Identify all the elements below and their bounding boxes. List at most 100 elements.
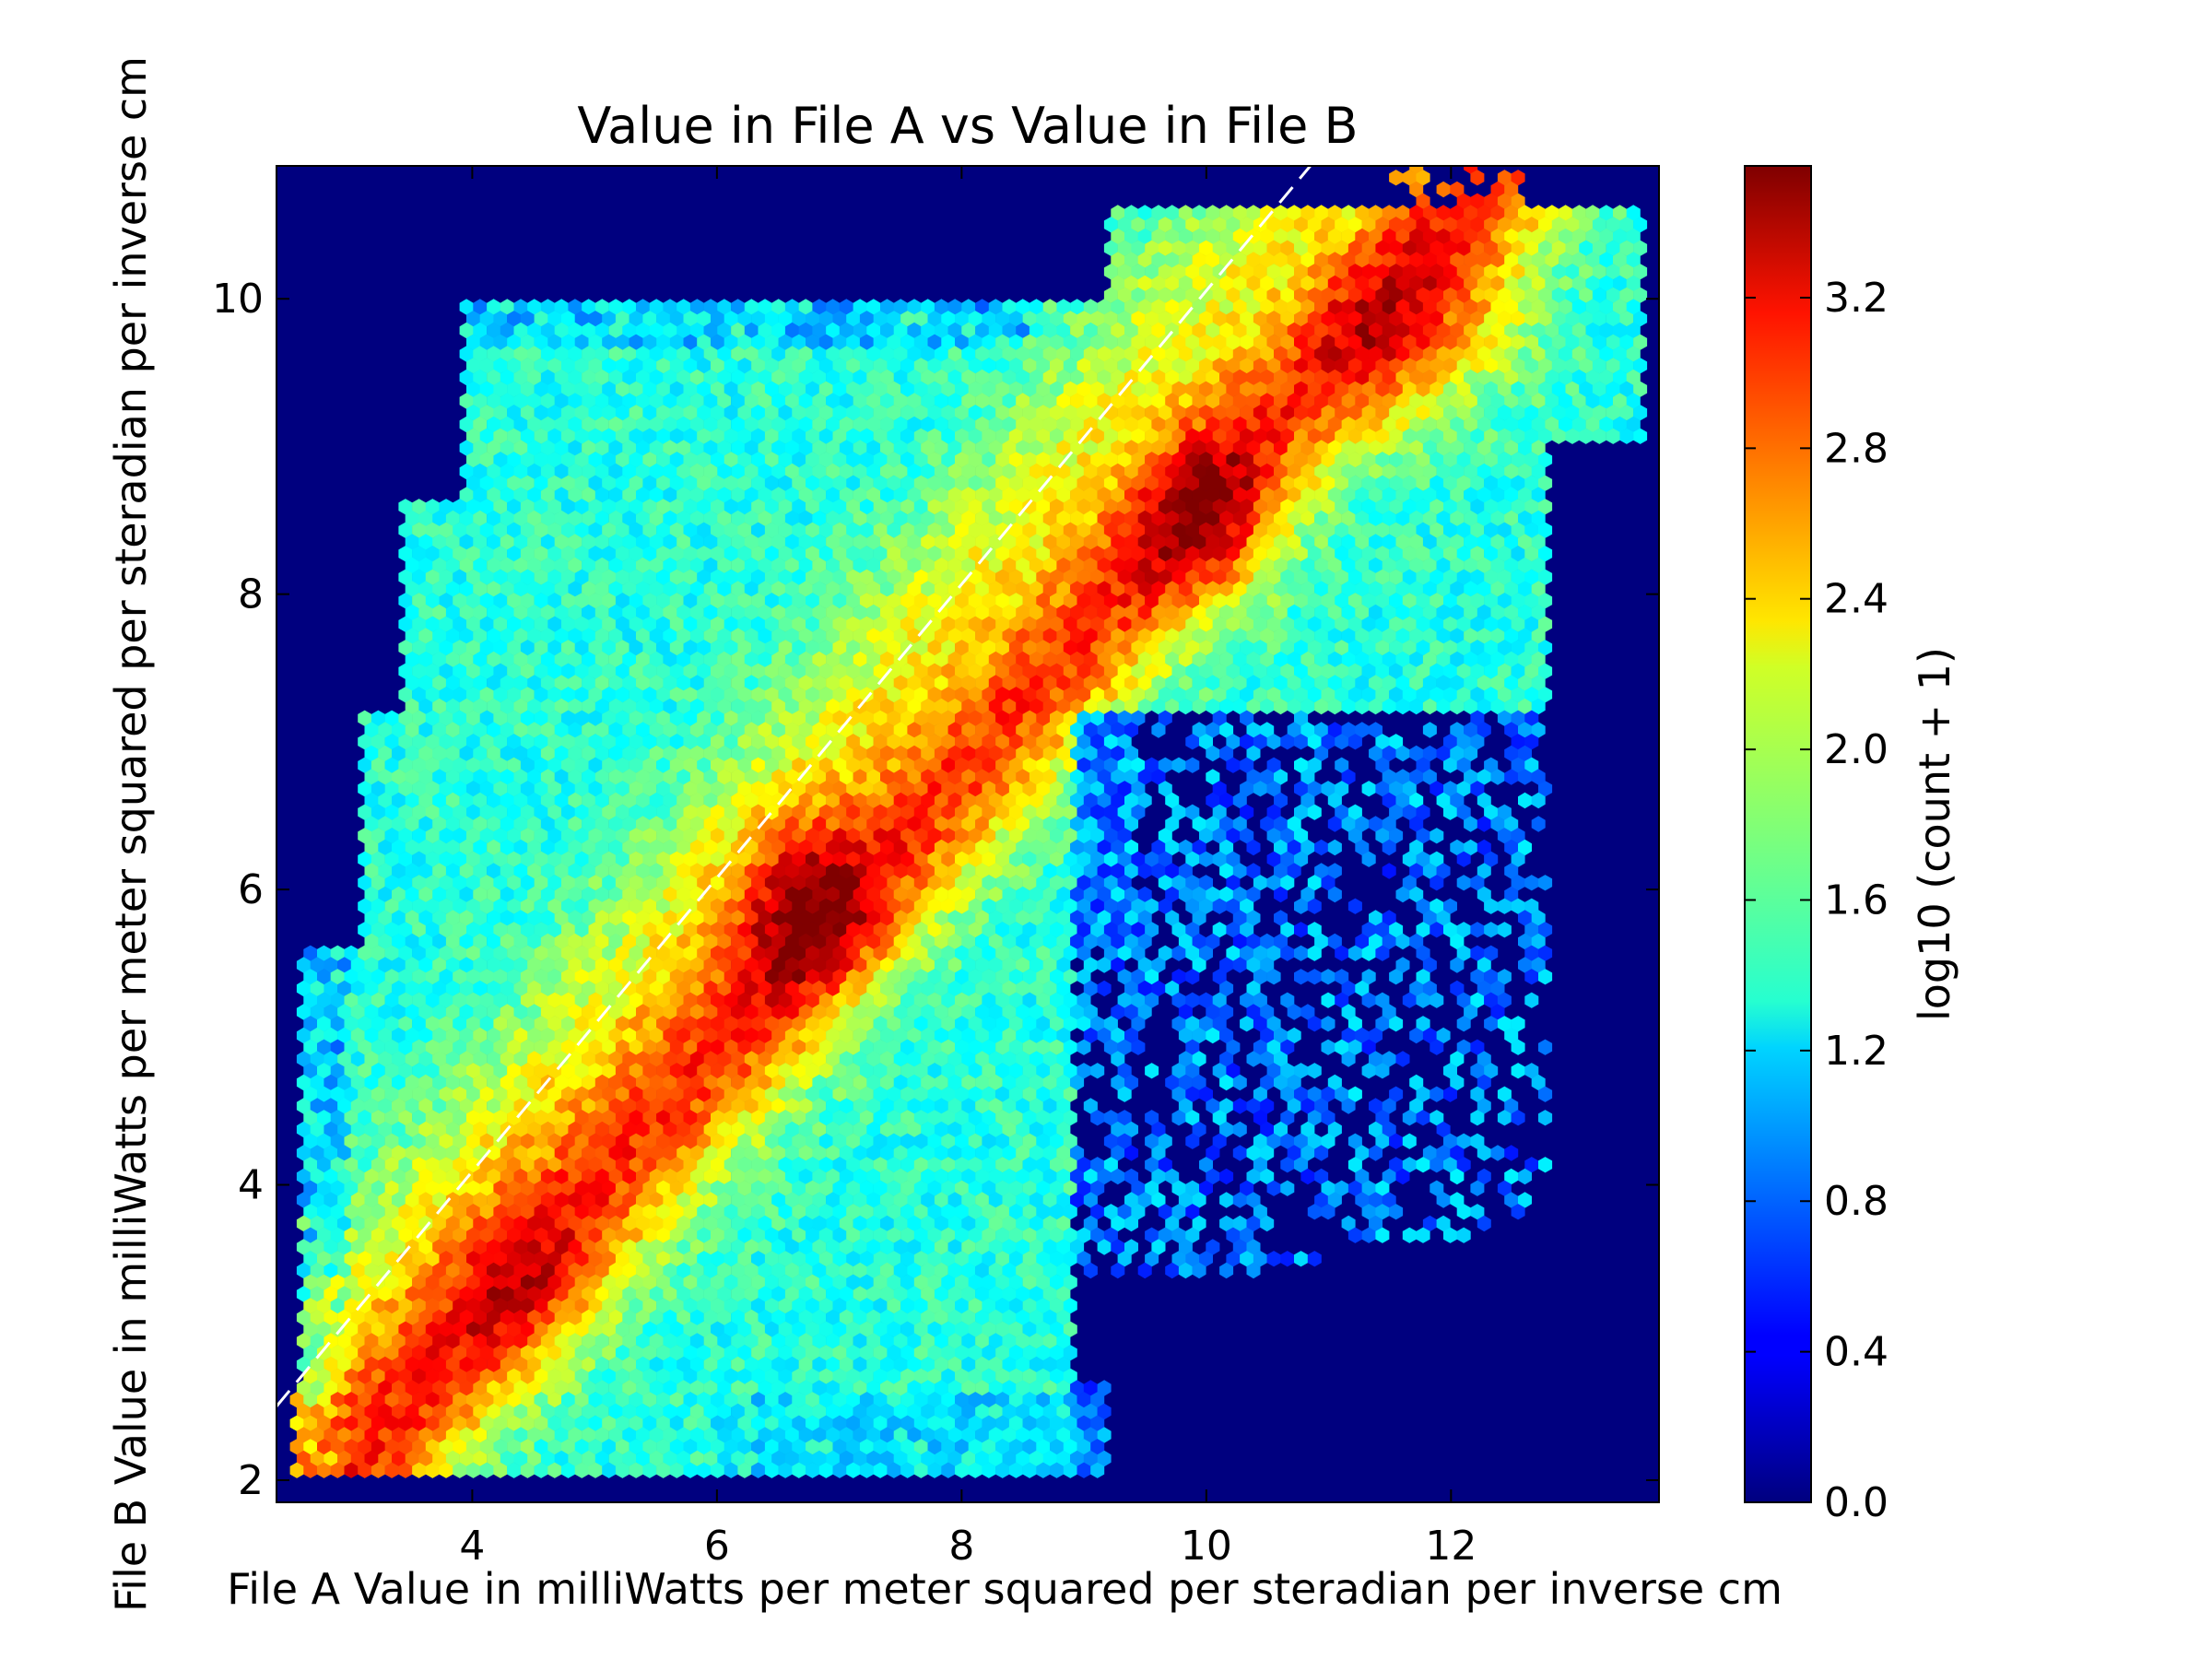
hexbin-cell [466, 334, 480, 350]
hexbin-cell [1335, 217, 1349, 233]
hexbin-cell [1579, 264, 1594, 280]
hexbin-cell [1178, 346, 1193, 362]
hexbin-cell [1137, 299, 1152, 315]
hexbin-cell [771, 369, 786, 386]
hexbin-cell [731, 299, 746, 315]
hexbin-cell [859, 358, 874, 374]
hexbin-cell [1171, 334, 1186, 350]
hexbin-cell [859, 311, 874, 327]
hexbin-cell [1430, 217, 1444, 233]
hexbin-cell [1511, 170, 1525, 186]
hexbin-cell [1571, 322, 1586, 339]
hexbin-cell [1464, 166, 1478, 174]
hexbin-cell [1592, 240, 1606, 256]
hexbin-cell [853, 369, 867, 386]
hexbin-cell [1389, 287, 1404, 303]
hexbin-cell [758, 299, 772, 315]
hexbin-cell [500, 322, 514, 339]
hexbin-cell [1124, 369, 1138, 386]
hexbin-cell [1008, 311, 1023, 327]
hexbin-cell [1497, 334, 1512, 350]
hexbin-cell [1111, 299, 1125, 315]
hexbin-cell [636, 322, 650, 339]
hexbin-cell [1565, 287, 1580, 303]
hexbin-cell [1341, 299, 1356, 315]
hexbin-cell [1497, 217, 1512, 233]
hexbin-cell [1008, 334, 1023, 350]
hexbin-cell [1036, 358, 1051, 374]
hexbin-cell [656, 311, 671, 327]
hexbin-cell [758, 369, 772, 386]
hexbin-cell [1592, 311, 1606, 327]
hexbin-cell [812, 299, 827, 315]
hexbin-cell [1389, 334, 1404, 350]
hexbin-cell [907, 346, 922, 362]
hexbin-cell [1511, 217, 1525, 233]
hexbin-cell [1436, 346, 1451, 362]
hexbin-cell [1335, 334, 1349, 350]
hexbin-cell [1347, 217, 1362, 233]
hexbin-cell [1490, 275, 1505, 292]
hexbin-cell [778, 311, 793, 327]
hexbin-cell [1524, 334, 1539, 350]
hexbin-cell [466, 358, 480, 374]
hexbin-cell [1307, 240, 1322, 256]
hexbin-cell [1192, 346, 1206, 362]
hexbin-cell [1422, 252, 1437, 268]
hexbin-cell [995, 311, 1010, 327]
hexbin-cell [1151, 322, 1166, 339]
hexbin-cell [764, 334, 779, 350]
hexbin-cell [1103, 287, 1118, 303]
hexbin-cell [1470, 170, 1485, 186]
hexbin-cell [1321, 358, 1335, 374]
hexbin-cell [1599, 205, 1614, 221]
hexbin-cell [1504, 252, 1519, 268]
hexbin-cell [1361, 358, 1376, 374]
hexbin-cell [1165, 275, 1180, 292]
hexbin-cell [921, 346, 935, 362]
hexbin-cell [1171, 240, 1186, 256]
hexbin-cell [1124, 275, 1138, 292]
hexbin-cell [1369, 322, 1382, 339]
hexbin-cell [784, 369, 799, 386]
hexbin-cell [1240, 240, 1254, 256]
hexbin-cell [1260, 322, 1275, 339]
hexbin-cell [1314, 299, 1329, 315]
hexbin-cell [1571, 275, 1586, 292]
hexbin-cell [1103, 217, 1118, 233]
hexbin-cell [1464, 252, 1478, 268]
hexbin-cell [1559, 322, 1573, 339]
hexbin-cell [744, 299, 759, 315]
hexbin-cell [1579, 217, 1594, 233]
hexbin-cell [1016, 299, 1030, 315]
hexbin-cell [771, 299, 786, 315]
hexbin-cell [1280, 311, 1295, 327]
hexbin-cell [711, 311, 724, 327]
hexbin-cell [1416, 217, 1430, 233]
hexbin-cell [487, 369, 501, 386]
hexbin-cell [1131, 287, 1146, 303]
hexbin-cell [1585, 275, 1600, 292]
hexbin-cell [1178, 322, 1193, 339]
hexbin-cell [1070, 299, 1085, 315]
hexbin-cell [703, 346, 718, 362]
hexbin-cell [669, 334, 684, 350]
hexbin-cell [1151, 228, 1166, 245]
hexbin-cell [1551, 287, 1566, 303]
hexbin-cell [1097, 346, 1112, 362]
hexbin-cell [1287, 299, 1301, 315]
hexbin-cell [731, 369, 746, 386]
hexbin-cell [473, 346, 488, 362]
hexbin-cell [1497, 287, 1512, 303]
hexbin-cell [947, 322, 962, 339]
hexbin-cell [1470, 358, 1485, 374]
hexbin-cell [1450, 205, 1465, 221]
hexbin-cell [880, 299, 894, 315]
hexbin-cell [1464, 322, 1478, 339]
hexbin-cell [1097, 322, 1112, 339]
hexbin-cell [1090, 334, 1105, 350]
hexbin-cell [717, 299, 732, 315]
hexbin-cell [1599, 275, 1614, 292]
hexbin-cell [689, 346, 704, 362]
hexbin-cell [1484, 334, 1499, 350]
